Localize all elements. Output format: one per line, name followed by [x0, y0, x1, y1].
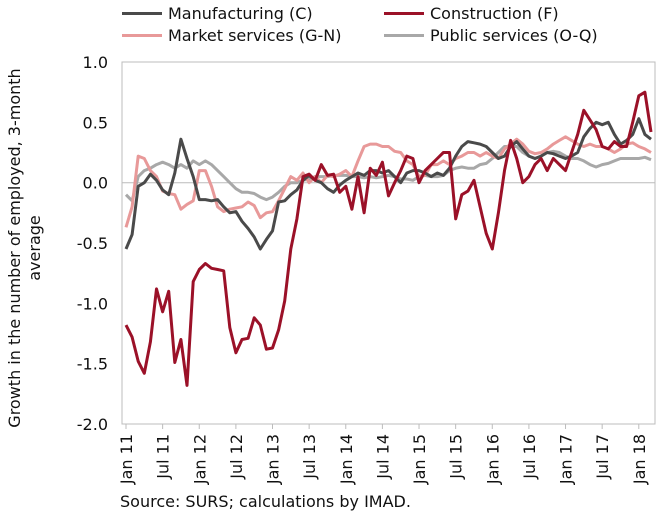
x-tick-label: Jul 12	[227, 434, 246, 480]
x-tick-label: Jan 15	[410, 434, 429, 485]
legend-swatch-market-services	[122, 33, 162, 37]
x-tick-label: Jul 11	[154, 434, 173, 480]
x-tick-label: Jan 13	[264, 434, 283, 485]
x-tick-label: Jul 13	[300, 434, 319, 480]
x-tick-label: Jul 14	[373, 434, 392, 480]
series-line-market-services-g-n	[124, 135, 652, 228]
y-axis: 1.0 0.5 0.0 -0.5 -1.0 -1.5 -2.0	[77, 53, 108, 434]
y-tick-label: -2.0	[77, 415, 108, 434]
x-tick-label: Jan 16	[483, 434, 502, 485]
x-tick-label: Jan 17	[557, 434, 576, 485]
x-tick-label: Jan 14	[337, 434, 356, 485]
x-tick-label: Jan 11	[117, 434, 136, 485]
y-tick-label: -1.0	[77, 294, 108, 313]
x-tick-label: Jul 17	[593, 434, 612, 480]
legend-label-manufacturing: Manufacturing (C)	[168, 3, 313, 23]
series-line-construction-f	[124, 90, 653, 387]
series-line-public-services-o-q	[124, 145, 652, 203]
legend-label-construction: Construction (F)	[430, 3, 559, 23]
legend-label-market-services: Market services (G-N)	[168, 25, 342, 45]
legend: Manufacturing (C) Construction (F) Marke…	[122, 3, 662, 47]
legend-swatch-manufacturing	[122, 11, 162, 15]
x-tick-label: Jan 18	[630, 434, 649, 485]
x-axis: Jan 11 Jul 11 Jan 12 Jul 12 Jan 13 Jul 13 Jan …	[117, 424, 649, 485]
x-tick-label: Jul 16	[520, 434, 539, 480]
legend-item-construction: Construction (F)	[384, 3, 559, 23]
x-tick-label: Jul 15	[447, 434, 466, 480]
legend-item-manufacturing: Manufacturing (C)	[122, 3, 313, 23]
y-tick-label: 1.0	[83, 53, 108, 72]
source-note: Source: SURS; calculations by IMAD.	[120, 492, 411, 511]
series-lines	[124, 90, 653, 387]
y-tick-label: 0.5	[83, 113, 108, 132]
y-tick-label: -0.5	[77, 234, 108, 253]
legend-item-public-services: Public services (O-Q)	[384, 25, 598, 45]
legend-label-public-services: Public services (O-Q)	[430, 25, 598, 45]
x-tick-label: Jan 12	[190, 434, 209, 485]
plot-area	[121, 61, 656, 425]
legend-swatch-construction	[384, 11, 424, 15]
y-tick-label: -1.5	[77, 355, 108, 374]
legend-swatch-public-services	[384, 33, 424, 37]
series-line-manufacturing-c	[124, 117, 652, 251]
legend-item-market-services: Market services (G-N)	[122, 25, 341, 45]
y-tick-label: 0.0	[83, 174, 108, 193]
